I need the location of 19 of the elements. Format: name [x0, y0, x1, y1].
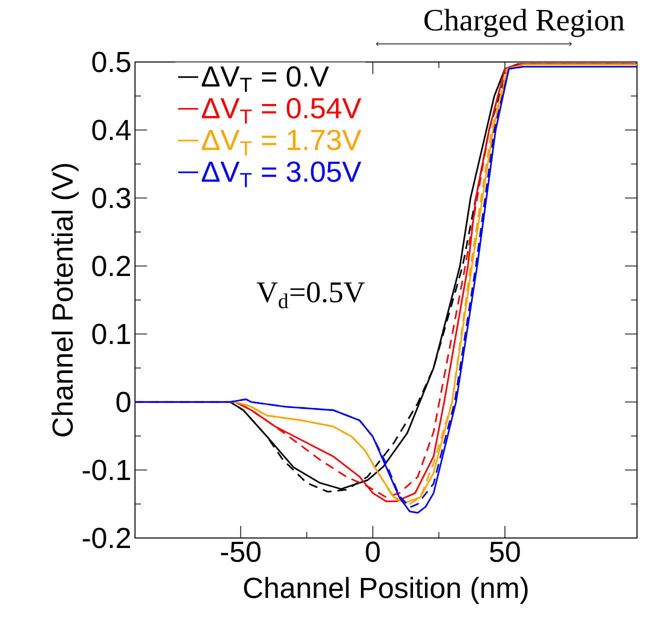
- y-tick-label: 0.5: [92, 52, 130, 72]
- y-axis-title: Channel Potential (V): [52, 164, 79, 436]
- legend-label: ΔV$_{T}$ = 1.73V: [202, 130, 362, 156]
- y-tick-label: 0.1: [92, 324, 130, 344]
- x-tick-label: 50: [490, 542, 520, 562]
- legend-label: ΔV$_{T}$ = 3.05V: [202, 161, 362, 188]
- text: Charged Region: [424, 8, 624, 38]
- y-tick-label: 0.3: [92, 188, 130, 208]
- legend-label: ΔV$_{T}$ = 0.54V: [202, 98, 362, 124]
- x-axis-title: Channel Position (nm): [244, 576, 528, 604]
- x-tick-label: 0: [366, 542, 380, 562]
- y-tick-label: 0: [116, 392, 130, 412]
- annotation: V$_{d}$=0.5V: [256, 282, 365, 308]
- y-tick-label: 0.4: [92, 120, 131, 140]
- legend-label: ΔV$_{T}$ = 0.V: [202, 66, 330, 92]
- y-tick-label: 0.2: [92, 256, 130, 276]
- y-tick-label: -0.2: [82, 528, 130, 548]
- y-tick-label: -0.1: [82, 460, 130, 480]
- x-tick-label: -50: [221, 542, 261, 562]
